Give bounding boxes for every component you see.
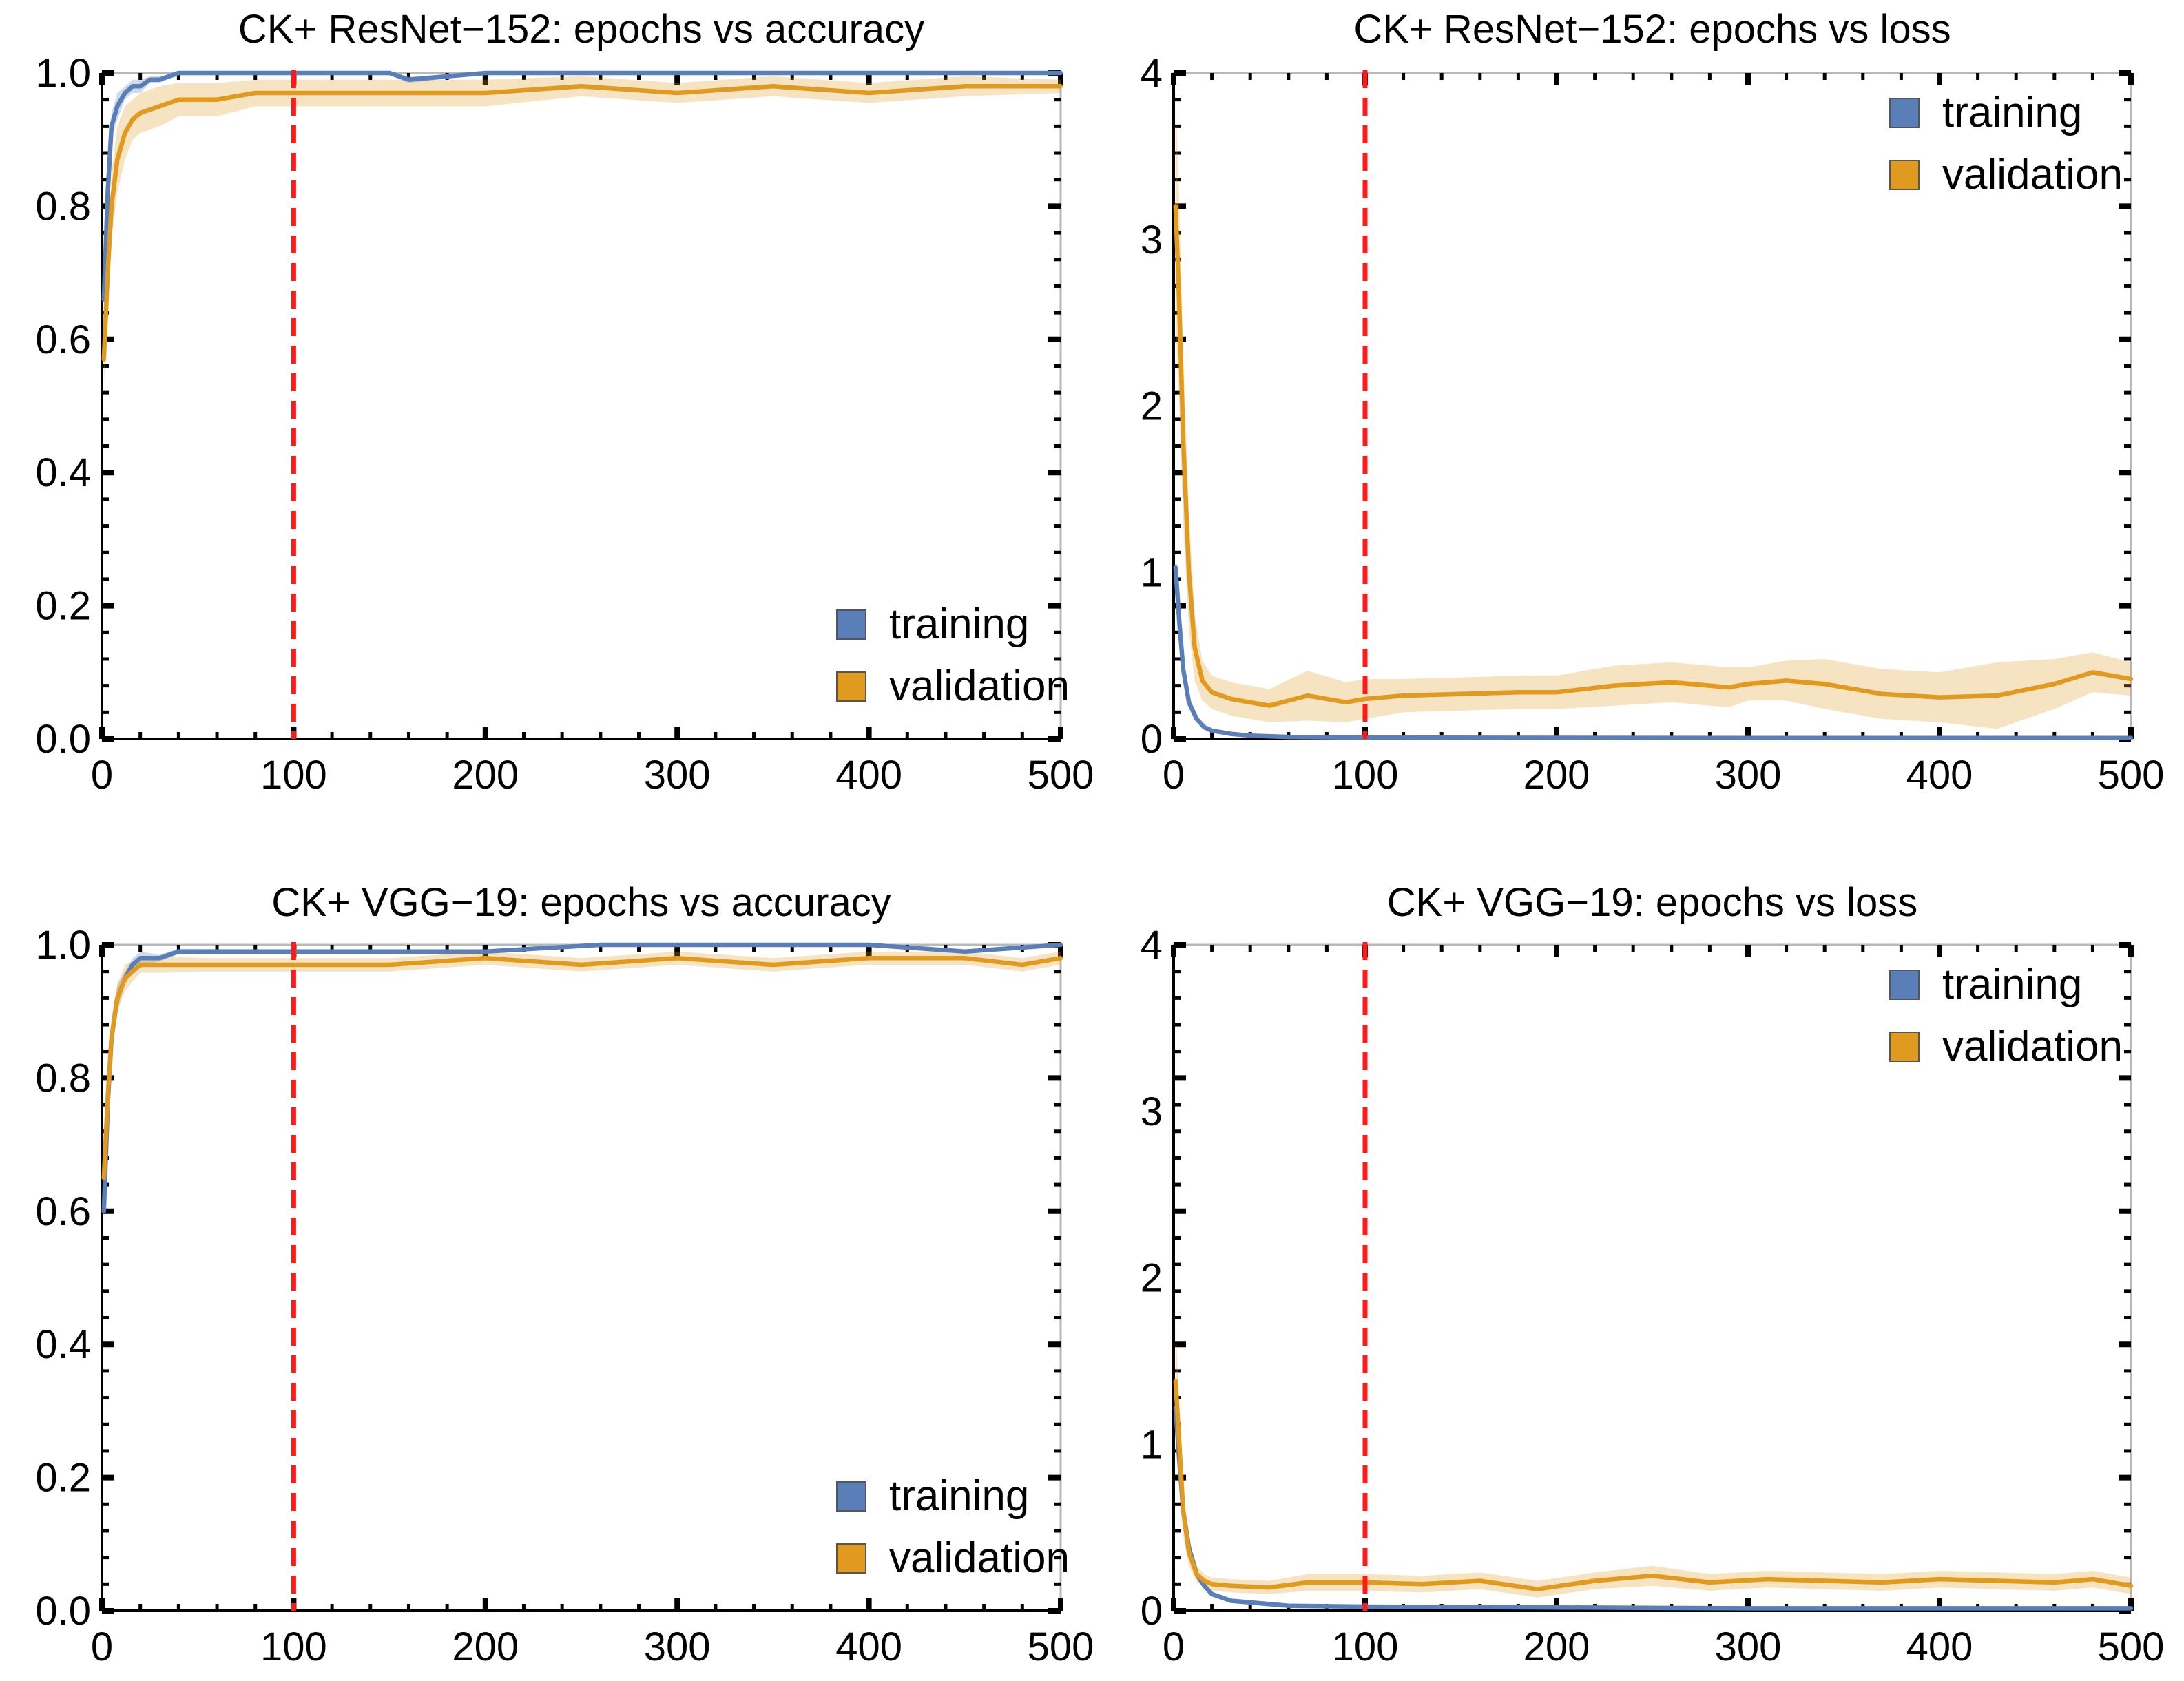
panel-vgg-loss: CK+ VGG−19: epochs vs loss 0 1 2 3 4 0 100 200 3… bbox=[1141, 880, 2165, 1669]
x-tick-label: 300 bbox=[644, 1625, 711, 1669]
y-tick-label: 0.2 bbox=[35, 584, 91, 629]
y-tick-label: 0.4 bbox=[35, 450, 91, 495]
x-tick-label: 400 bbox=[1906, 1625, 1973, 1669]
y-tick-label: 0 bbox=[1141, 717, 1163, 762]
series-line-training bbox=[101, 70, 1063, 302]
x-tick-label: 0 bbox=[91, 753, 113, 797]
x-tick-label: 0 bbox=[1163, 753, 1185, 797]
series-line-validation bbox=[1173, 204, 2134, 708]
y-tick-label: 1.0 bbox=[35, 923, 91, 968]
y-tick-label: 0.4 bbox=[35, 1322, 91, 1367]
x-tick-label: 400 bbox=[1906, 753, 1973, 797]
x-tick-label: 200 bbox=[1523, 753, 1590, 797]
series-line-training bbox=[101, 942, 1063, 1214]
x-tick-label: 200 bbox=[452, 753, 519, 797]
series-band-validation bbox=[103, 951, 1061, 1198]
legend-label-training: training bbox=[1942, 89, 2082, 136]
y-tick-label: 4 bbox=[1141, 51, 1163, 96]
x-tick-label: 400 bbox=[835, 753, 902, 797]
panel-vgg-accuracy: CK+ VGG−19: epochs vs accuracy 0.0 0.2 0.4… bbox=[35, 880, 1094, 1669]
y-tick-label: 0.8 bbox=[35, 184, 91, 229]
legend-swatch-validation bbox=[836, 671, 866, 702]
x-tick-label: 100 bbox=[260, 753, 327, 797]
y-tick-label: 0.6 bbox=[35, 317, 91, 362]
x-tick-label: 500 bbox=[2098, 1625, 2165, 1669]
y-tick-label: 0.8 bbox=[35, 1056, 91, 1100]
x-tick-label: 100 bbox=[1332, 753, 1399, 797]
y-tick-label: 0.0 bbox=[35, 1589, 91, 1633]
y-tick-label: 0.0 bbox=[35, 717, 91, 762]
legend-label-training: training bbox=[889, 1472, 1029, 1520]
series-band-validation bbox=[1175, 90, 2131, 729]
x-tick-label: 200 bbox=[1523, 1625, 1590, 1669]
x-tick-label: 100 bbox=[1332, 1625, 1399, 1669]
y-tick-label: 0.2 bbox=[35, 1456, 91, 1501]
legend-swatch-validation bbox=[1889, 1032, 1920, 1062]
panel-title: CK+ VGG−19: epochs vs accuracy bbox=[271, 880, 891, 925]
x-tick-label: 300 bbox=[1715, 753, 1782, 797]
x-tick-label: 0 bbox=[1163, 1625, 1185, 1669]
x-tick-label: 300 bbox=[1715, 1625, 1782, 1669]
series-band-training bbox=[103, 945, 1061, 1225]
y-tick-label: 0 bbox=[1141, 1589, 1163, 1633]
x-tick-label: 500 bbox=[1028, 753, 1094, 797]
series-band-validation bbox=[1175, 1322, 2131, 1598]
series-band-training bbox=[103, 73, 1061, 313]
series-line-training bbox=[1173, 565, 2134, 741]
legend-swatch-training bbox=[836, 1481, 866, 1512]
x-tick-label: 200 bbox=[452, 1625, 519, 1669]
x-tick-label: 300 bbox=[644, 753, 711, 797]
series-line-validation bbox=[1173, 1379, 2134, 1591]
y-tick-label: 2 bbox=[1141, 1256, 1163, 1301]
x-tick-label: 0 bbox=[91, 1625, 113, 1669]
y-tick-label: 1 bbox=[1141, 550, 1163, 595]
panel-title: CK+ ResNet−152: epochs vs loss bbox=[1353, 7, 1951, 52]
legend-label-validation: validation bbox=[1942, 1023, 2123, 1070]
legend-label-training: training bbox=[889, 601, 1029, 648]
legend-swatch-validation bbox=[836, 1543, 866, 1574]
y-tick-label: 1 bbox=[1141, 1422, 1163, 1467]
legend-swatch-training bbox=[1889, 970, 1920, 1000]
series-band-validation bbox=[103, 76, 1061, 386]
panel-resnet-loss: CK+ ResNet−152: epochs vs loss 0 1 2 3 4 0 100… bbox=[1141, 7, 2165, 797]
y-tick-label: 3 bbox=[1141, 1089, 1163, 1134]
series-line-validation bbox=[101, 956, 1063, 1180]
y-tick-label: 2 bbox=[1141, 384, 1163, 429]
y-tick-label: 4 bbox=[1141, 923, 1163, 968]
y-tick-label: 3 bbox=[1141, 218, 1163, 262]
x-tick-label: 400 bbox=[835, 1625, 902, 1669]
y-tick-label: 0.6 bbox=[35, 1189, 91, 1234]
y-tick-label: 1.0 bbox=[35, 51, 91, 96]
legend-label-training: training bbox=[1942, 961, 2082, 1008]
x-tick-label: 100 bbox=[260, 1625, 327, 1669]
legend-label-validation: validation bbox=[889, 1534, 1070, 1582]
x-tick-label: 500 bbox=[1028, 1625, 1094, 1669]
panel-title: CK+ VGG−19: epochs vs loss bbox=[1387, 880, 1917, 925]
legend-label-validation: validation bbox=[889, 662, 1070, 710]
legend-swatch-validation bbox=[1889, 160, 1920, 190]
series-line-validation bbox=[101, 84, 1063, 362]
legend-swatch-training bbox=[836, 609, 866, 640]
legend-swatch-training bbox=[1889, 98, 1920, 128]
panel-title: CK+ ResNet−152: epochs vs accuracy bbox=[238, 7, 924, 52]
legend-label-validation: validation bbox=[1942, 151, 2123, 198]
x-tick-label: 500 bbox=[2098, 753, 2165, 797]
panel-resnet-accuracy: CK+ ResNet−152: epochs vs accuracy 0.0 0.… bbox=[35, 7, 1094, 797]
